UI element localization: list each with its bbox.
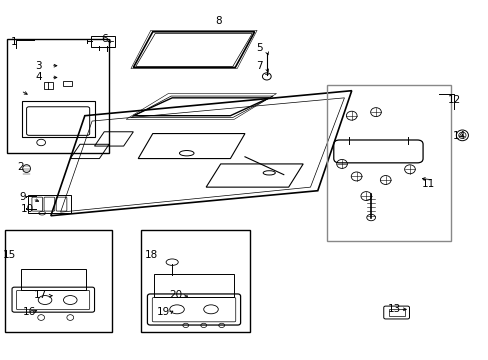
- Text: 7: 7: [256, 61, 263, 71]
- Text: 20: 20: [169, 290, 182, 300]
- Text: 2: 2: [18, 162, 24, 172]
- Text: 6: 6: [101, 34, 107, 44]
- Text: 1: 1: [11, 37, 18, 48]
- Text: 4: 4: [35, 72, 42, 82]
- Text: 5: 5: [256, 43, 263, 53]
- Text: 14: 14: [452, 131, 465, 141]
- Text: 13: 13: [387, 304, 400, 314]
- Text: 8: 8: [215, 16, 221, 26]
- Text: 9: 9: [20, 192, 26, 202]
- Text: 17: 17: [34, 290, 47, 300]
- Bar: [43, 82, 53, 89]
- Text: 18: 18: [145, 250, 158, 260]
- Text: 19: 19: [157, 307, 170, 317]
- Text: 12: 12: [447, 95, 460, 105]
- Bar: [63, 81, 72, 86]
- Text: 10: 10: [21, 203, 34, 213]
- Text: 16: 16: [22, 307, 36, 317]
- Text: 3: 3: [35, 61, 42, 71]
- Text: 11: 11: [421, 179, 434, 189]
- Text: 15: 15: [3, 250, 16, 260]
